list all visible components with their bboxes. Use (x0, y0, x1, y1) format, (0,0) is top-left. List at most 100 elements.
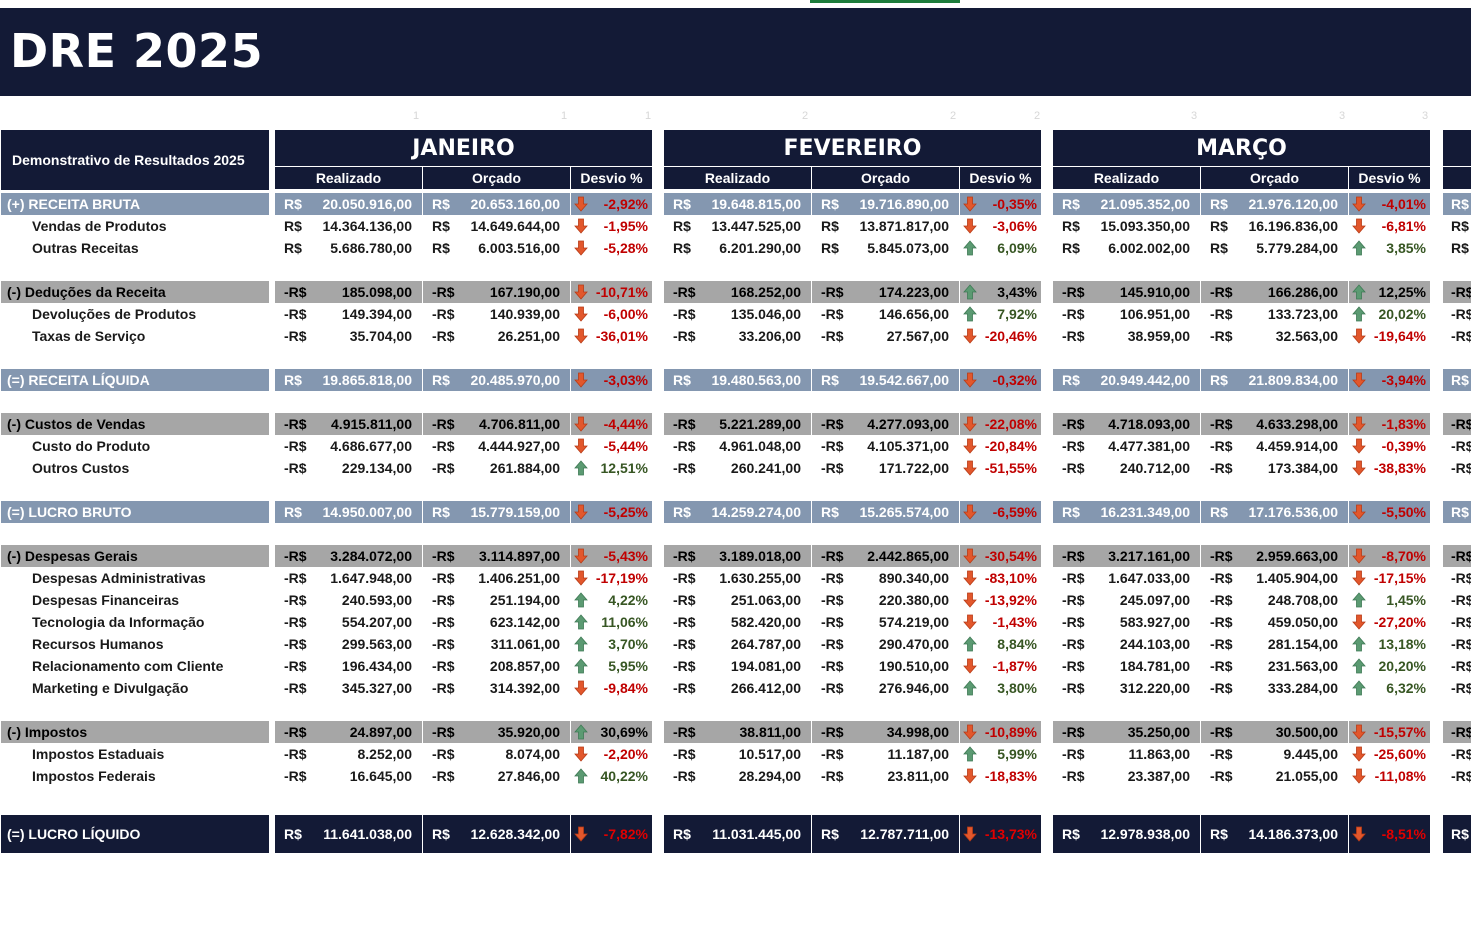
row-label[interactable]: Impostos Federais (32, 768, 156, 784)
month-header-1[interactable]: FEVEREIRO (664, 130, 1041, 166)
column-header-realizado[interactable]: Realizado (664, 167, 811, 189)
orcado-cell[interactable]: -R$ 208.857,00 (423, 655, 570, 677)
realizado-cell[interactable]: -R$ 229.134,00 (275, 457, 422, 479)
orcado-cell[interactable]: -R$ 32.563,00 (1201, 325, 1348, 347)
orcado-cell[interactable]: R$ 5.779.284,00 (1201, 237, 1348, 259)
column-header-orado[interactable]: Orçado (812, 167, 959, 189)
desvio-cell[interactable]: -5,28% (571, 237, 652, 259)
desvio-cell[interactable]: 20,20% (1349, 655, 1430, 677)
realizado-cell[interactable]: -R$ 554.207,00 (275, 611, 422, 633)
desvio-cell[interactable]: -8,51% (1349, 815, 1430, 853)
orcado-cell[interactable]: -R$ 30.500,00 (1201, 721, 1348, 743)
cutoff-cell[interactable]: R$ (1443, 815, 1471, 853)
column-header-realizado[interactable]: Realizado (1053, 167, 1200, 189)
row-label[interactable]: Devoluções de Produtos (32, 306, 197, 322)
desvio-cell[interactable]: -51,55% (960, 457, 1041, 479)
row-label[interactable]: Custo do Produto (32, 438, 151, 454)
realizado-cell[interactable]: -R$ 266.412,00 (664, 677, 811, 699)
row-label[interactable]: (-) Impostos (1, 721, 269, 743)
realizado-cell[interactable]: -R$ 4.961.048,00 (664, 435, 811, 457)
realizado-cell[interactable]: -R$ 260.241,00 (664, 457, 811, 479)
orcado-cell[interactable]: -R$ 459.050,00 (1201, 611, 1348, 633)
row-label[interactable]: (=) RECEITA LÍQUIDA (1, 369, 269, 391)
orcado-cell[interactable]: -R$ 167.190,00 (423, 281, 570, 303)
orcado-cell[interactable]: -R$ 174.223,00 (812, 281, 959, 303)
realizado-cell[interactable]: -R$ 16.645,00 (275, 765, 422, 787)
desvio-cell[interactable]: -11,08% (1349, 765, 1430, 787)
cutoff-cell[interactable]: -R$ (1443, 589, 1471, 611)
desvio-cell[interactable]: -7,82% (571, 815, 652, 853)
realizado-cell[interactable]: R$ 14.259.274,00 (664, 501, 811, 523)
orcado-cell[interactable]: R$ 12.628.342,00 (423, 815, 570, 853)
realizado-cell[interactable]: -R$ 196.434,00 (275, 655, 422, 677)
column-header-cutoff[interactable] (1443, 167, 1471, 189)
realizado-cell[interactable]: -R$ 106.951,00 (1053, 303, 1200, 325)
desvio-cell[interactable]: 8,84% (960, 633, 1041, 655)
row-label[interactable]: (+) RECEITA BRUTA (1, 193, 269, 215)
cutoff-cell[interactable]: -R$ (1443, 325, 1471, 347)
desvio-cell[interactable]: 20,02% (1349, 303, 1430, 325)
realizado-cell[interactable]: -R$ 345.327,00 (275, 677, 422, 699)
desvio-cell[interactable]: 1,45% (1349, 589, 1430, 611)
orcado-cell[interactable]: -R$ 261.884,00 (423, 457, 570, 479)
desvio-cell[interactable]: -6,81% (1349, 215, 1430, 237)
realizado-cell[interactable]: -R$ 28.294,00 (664, 765, 811, 787)
desvio-cell[interactable]: 12,25% (1349, 281, 1430, 303)
column-header-desvio[interactable]: Desvio % (1349, 167, 1430, 189)
realizado-cell[interactable]: -R$ 1.647.033,00 (1053, 567, 1200, 589)
orcado-cell[interactable]: R$ 15.265.574,00 (812, 501, 959, 523)
row-label[interactable]: Taxas de Serviço (32, 328, 146, 344)
cutoff-cell[interactable]: -R$ (1443, 611, 1471, 633)
orcado-cell[interactable]: -R$ 4.105.371,00 (812, 435, 959, 457)
desvio-cell[interactable]: -6,00% (571, 303, 652, 325)
realizado-cell[interactable]: -R$ 38.959,00 (1053, 325, 1200, 347)
realizado-cell[interactable]: -R$ 38.811,00 (664, 721, 811, 743)
column-header-desvio[interactable]: Desvio % (571, 167, 652, 189)
desvio-cell[interactable]: -38,83% (1349, 457, 1430, 479)
orcado-cell[interactable]: -R$ 8.074,00 (423, 743, 570, 765)
desvio-cell[interactable]: -8,70% (1349, 545, 1430, 567)
desvio-cell[interactable]: -3,06% (960, 215, 1041, 237)
orcado-cell[interactable]: -R$ 171.722,00 (812, 457, 959, 479)
realizado-cell[interactable]: -R$ 299.563,00 (275, 633, 422, 655)
realizado-cell[interactable]: -R$ 35.250,00 (1053, 721, 1200, 743)
realizado-cell[interactable]: R$ 6.002.002,00 (1053, 237, 1200, 259)
desvio-cell[interactable]: 6,32% (1349, 677, 1430, 699)
row-label[interactable]: Impostos Estaduais (32, 746, 165, 762)
month-header-0[interactable]: JANEIRO (275, 130, 652, 166)
cutoff-cell[interactable]: -R$ (1443, 655, 1471, 677)
realizado-cell[interactable]: R$ 20.050.916,00 (275, 193, 422, 215)
desvio-cell[interactable]: 3,85% (1349, 237, 1430, 259)
orcado-cell[interactable]: -R$ 281.154,00 (1201, 633, 1348, 655)
desvio-cell[interactable]: -18,83% (960, 765, 1041, 787)
column-header-desvio[interactable]: Desvio % (960, 167, 1041, 189)
realizado-cell[interactable]: R$ 6.201.290,00 (664, 237, 811, 259)
realizado-cell[interactable]: R$ 19.648.815,00 (664, 193, 811, 215)
month-header-2[interactable]: MARÇO (1053, 130, 1430, 166)
realizado-cell[interactable]: R$ 5.686.780,00 (275, 237, 422, 259)
desvio-cell[interactable]: 4,22% (571, 589, 652, 611)
desvio-cell[interactable]: -4,44% (571, 413, 652, 435)
row-label[interactable]: Outras Receitas (32, 240, 139, 256)
orcado-cell[interactable]: R$ 5.845.073,00 (812, 237, 959, 259)
realizado-cell[interactable]: -R$ 4.477.381,00 (1053, 435, 1200, 457)
desvio-cell[interactable]: -36,01% (571, 325, 652, 347)
realizado-cell[interactable]: -R$ 1.647.948,00 (275, 567, 422, 589)
desvio-cell[interactable]: 3,43% (960, 281, 1041, 303)
desvio-cell[interactable]: 30,69% (571, 721, 652, 743)
orcado-cell[interactable]: -R$ 1.405.904,00 (1201, 567, 1348, 589)
row-label[interactable]: Despesas Administrativas (32, 570, 206, 586)
realizado-cell[interactable]: -R$ 35.704,00 (275, 325, 422, 347)
row-label[interactable]: Marketing e Divulgação (32, 680, 189, 696)
orcado-cell[interactable]: -R$ 133.723,00 (1201, 303, 1348, 325)
column-header-orado[interactable]: Orçado (423, 167, 570, 189)
desvio-cell[interactable]: -5,25% (571, 501, 652, 523)
orcado-cell[interactable]: -R$ 26.251,00 (423, 325, 570, 347)
cutoff-cell[interactable]: -R$ (1443, 413, 1471, 435)
realizado-cell[interactable]: -R$ 24.897,00 (275, 721, 422, 743)
desvio-cell[interactable]: -1,83% (1349, 413, 1430, 435)
desvio-cell[interactable]: 5,95% (571, 655, 652, 677)
orcado-cell[interactable]: R$ 17.176.536,00 (1201, 501, 1348, 523)
orcado-cell[interactable]: -R$ 27.567,00 (812, 325, 959, 347)
row-label[interactable]: (-) Custos de Vendas (1, 413, 269, 435)
